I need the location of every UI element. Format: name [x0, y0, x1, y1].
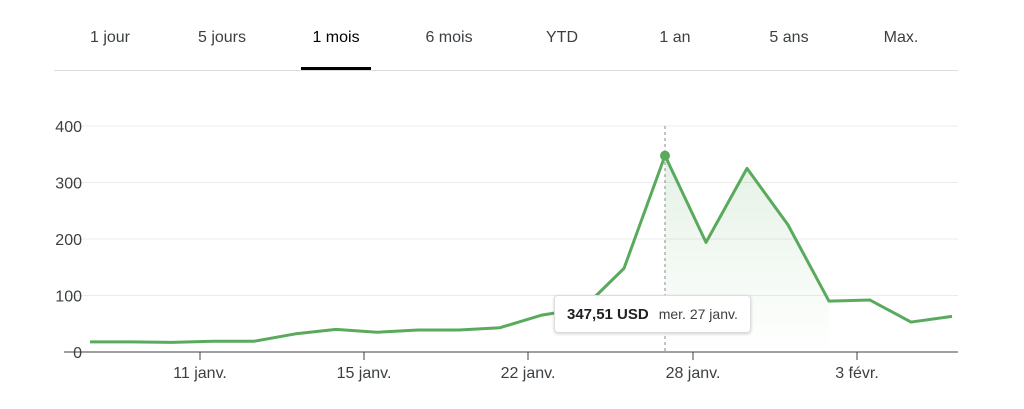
- tab-label: 6 mois: [425, 29, 473, 46]
- tab-5-jours[interactable]: 5 jours: [184, 29, 260, 69]
- price-line: [90, 154, 953, 344]
- tab-label: YTD: [546, 29, 578, 46]
- tab-max[interactable]: Max.: [873, 29, 929, 69]
- y-tick-label: 400: [55, 119, 82, 136]
- tab-ytd[interactable]: YTD: [537, 29, 587, 69]
- tab-label: 1 jour: [89, 29, 131, 46]
- y-tick-label: 100: [55, 289, 82, 306]
- tooltip-price: 347,51 USD: [567, 305, 649, 323]
- active-tab-indicator: [301, 67, 371, 70]
- tab-1-an[interactable]: 1 an: [650, 29, 700, 69]
- y-tick-label: 200: [55, 232, 82, 249]
- price-tooltip: 347,51 USD mer. 27 janv.: [554, 295, 751, 333]
- tab-label: 5 jours: [197, 29, 247, 46]
- tab-1-jour[interactable]: 1 jour: [75, 29, 145, 69]
- tooltip-date: mer. 27 janv.: [658, 306, 738, 322]
- tab-label: Max.: [883, 29, 919, 46]
- x-tick-label: 28 janv.: [666, 365, 721, 382]
- tab-label: 1 an: [659, 29, 691, 46]
- x-tick-label: 3 févr.: [835, 365, 879, 382]
- y-tick-label: 300: [55, 176, 82, 193]
- tab-label: 1 mois: [312, 29, 360, 46]
- tab-5-ans[interactable]: 5 ans: [759, 29, 819, 69]
- tab-1-mois[interactable]: 1 mois: [301, 29, 371, 70]
- x-tick-label: 15 janv.: [337, 365, 392, 382]
- hover-point: [660, 150, 670, 161]
- tab-6-mois[interactable]: 6 mois: [413, 29, 485, 69]
- y-tick-label: 0: [73, 345, 82, 362]
- x-tick-label: 11 janv.: [173, 365, 227, 382]
- tab-label: 5 ans: [769, 29, 809, 46]
- time-range-tabs: 1 jour 5 jours 1 mois 6 mois YTD 1 an 5 ans Max…: [54, 0, 958, 71]
- x-tick-label: 22 janv.: [501, 365, 556, 382]
